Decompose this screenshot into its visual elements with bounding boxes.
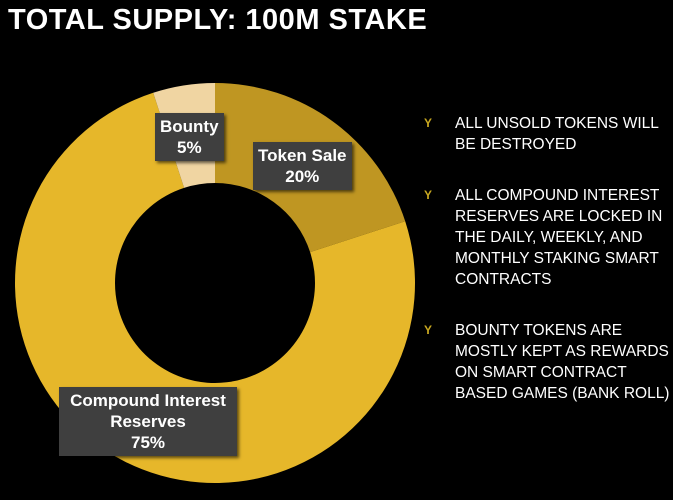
label-value: 5% [176,138,202,157]
gold-bullet-icon: Y [424,323,433,337]
slice-compound-interest [15,92,416,483]
label-value: 20% [285,167,320,186]
slice-label-bounty: Bounty 5% [155,113,224,161]
slice-label-compound: Compound Interest Reserves 75% [59,387,237,456]
label-value: 75% [130,433,166,452]
list-item: Y BOUNTY TOKENS ARE MOSTLY KEPT AS REWARD… [424,322,670,402]
gold-bullet-icon: Y [424,188,433,202]
label-category: Bounty [160,117,219,136]
slide-title: TOTAL SUPPLY: 100M STAKE [8,4,428,36]
list-item: Y ALL COMPOUND INTEREST RESERVES ARE LOCK… [424,187,663,288]
notes-list: Y ALL UNSOLD TOKENS WILL BE DESTROYED Y AL… [424,113,673,434]
slice-label-token-sale: Token Sale 20% [253,142,352,190]
list-item: Y ALL UNSOLD TOKENS WILL BE DESTROYED [424,115,659,153]
label-category: Compound Interest Reserves [70,391,226,431]
label-category: Token Sale [258,146,347,165]
gold-bullet-icon: Y [424,116,433,130]
